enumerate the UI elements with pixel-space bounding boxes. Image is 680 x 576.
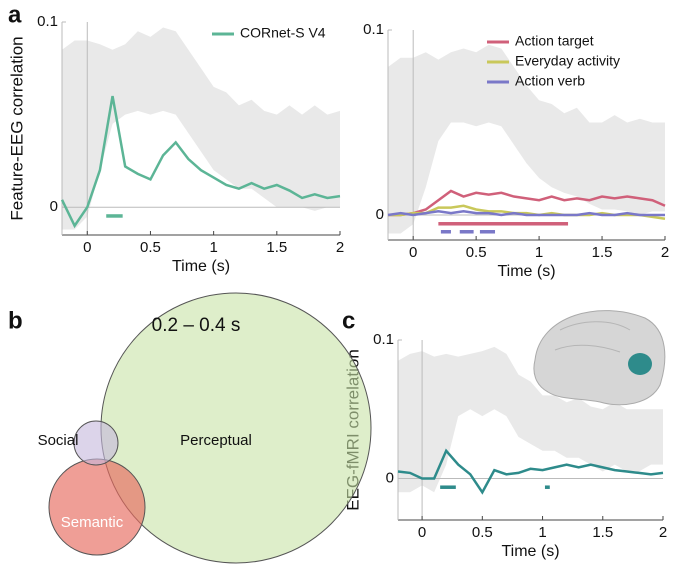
panel-label: a: [8, 1, 22, 28]
series-line: [60, 95, 341, 229]
x-axis-label: Time (s): [172, 258, 230, 275]
x-tick-label: 0: [83, 239, 91, 256]
series-line: [388, 189, 666, 217]
x-tick-label: 0.5: [466, 244, 487, 261]
brain-shape: [533, 310, 666, 406]
y-tick-label: 0.1: [373, 331, 394, 348]
x-tick-label: 0.5: [472, 524, 493, 541]
x-tick-label: 1.5: [592, 244, 613, 261]
significance-bar: [440, 485, 456, 489]
x-tick-label: 0: [418, 524, 426, 541]
x-tick-label: 1: [209, 239, 217, 256]
line-chart: 0 0.5 1 1.5 2 0 0.1 Time (s) Feature-EEG correla…: [7, 13, 344, 275]
y-tick-label: 0.1: [363, 21, 384, 38]
venn: 0.2 – 0.4 s Social Perceptual Semantic: [38, 292, 372, 564]
noise-ceiling: [62, 27, 340, 230]
venn-label: Social: [38, 432, 79, 449]
venn-label: Perceptual: [180, 432, 252, 449]
x-tick-label: 2: [659, 524, 667, 541]
significance-bar: [106, 214, 123, 218]
brain: [533, 310, 666, 406]
x-tick-label: 0.5: [140, 239, 161, 256]
x-tick-label: 2: [661, 244, 669, 261]
y-tick-label: 0.1: [37, 13, 58, 30]
legend-label: Action target: [515, 33, 594, 49]
series-line: [387, 210, 665, 217]
x-axis-label: Time (s): [497, 263, 555, 280]
significance-bar: [479, 230, 496, 234]
venn-circle: [48, 458, 146, 556]
roi: [628, 353, 652, 375]
x-tick-label: 1: [538, 524, 546, 541]
significance-bar: [438, 222, 569, 226]
x-axis-label: Time (s): [501, 543, 559, 560]
y-tick-label: 0: [376, 206, 384, 223]
venn-title: 0.2 – 0.4 s: [152, 315, 241, 336]
significance-bar: [459, 230, 474, 234]
y-tick-label: 0: [386, 469, 394, 486]
x-tick-label: 1.5: [592, 524, 613, 541]
panel-label: c: [342, 307, 355, 334]
y-tick-label: 0: [50, 198, 58, 215]
significance-bar: [544, 485, 550, 489]
y-axis-label: Feature-EEG correlation: [7, 36, 26, 220]
panel-label: b: [8, 307, 23, 334]
x-tick-label: 1.5: [266, 239, 287, 256]
x-tick-label: 2: [336, 239, 344, 256]
brain-sulci: [554, 321, 631, 353]
noise-ceiling: [388, 44, 665, 234]
legend-label: Action verb: [515, 73, 585, 89]
line-chart: 0 0.5 1 1.5 2 0 0.1 Time (s) Action target Everyd…: [363, 21, 669, 280]
series-line: [397, 448, 664, 495]
venn-label: Semantic: [61, 514, 124, 531]
venn-circle: [73, 420, 119, 466]
legend-label: CORnet-S V4: [240, 25, 326, 41]
legend-label: Everyday activity: [515, 53, 620, 69]
noise-ceiling: [398, 346, 663, 493]
x-tick-label: 0: [409, 244, 417, 261]
significance-bar: [440, 230, 451, 234]
x-tick-label: 1: [535, 244, 543, 261]
